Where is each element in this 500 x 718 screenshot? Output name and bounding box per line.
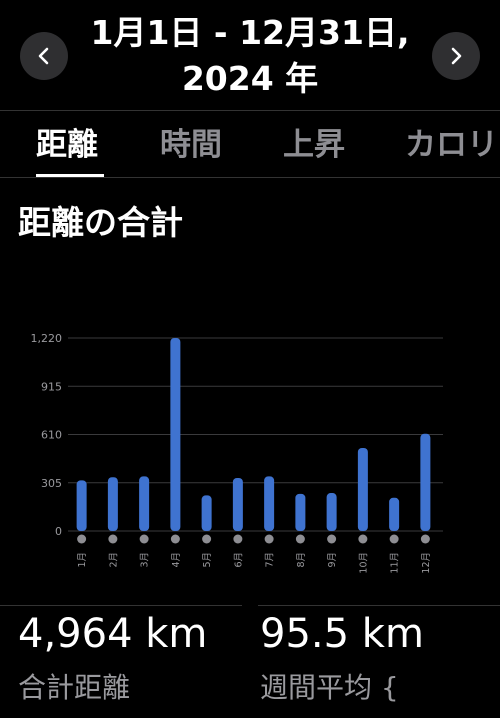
distance-bar-chart: 0 305 610 915 1,220 1月 2月 3月 4月 5月 6月 7月 8月 9月 10月 11月 1… [31, 332, 443, 574]
bar [201, 495, 212, 531]
weekly-average-stat: 95.5 km 週間平均 { [260, 606, 424, 708]
y-tick-label: 915 [41, 380, 62, 393]
x-tick-label: 7月 [265, 552, 276, 568]
bar [107, 477, 118, 531]
x-tick-label: 6月 [233, 552, 244, 568]
x-tick-label: 10月 [358, 552, 369, 574]
total-distance-value: 4,964 km [18, 611, 208, 657]
y-tick-label: 610 [41, 429, 62, 442]
x-tick-label: 5月 [202, 552, 213, 568]
bar [232, 478, 243, 531]
bar [295, 493, 306, 531]
header: 1月1日 - 12月31日, 2024 年 [0, 0, 500, 110]
y-tick-label: 305 [41, 477, 62, 490]
x-tick-label: 3月 [140, 552, 151, 568]
active-tab-indicator [36, 174, 104, 177]
month-marker [108, 534, 118, 544]
date-range-title: 1月1日 - 12月31日, 2024 年 [70, 10, 430, 102]
month-marker [170, 534, 180, 544]
x-tick-label: 1月 [77, 552, 88, 568]
date-range-line1: 1月1日 - 12月31日, [90, 13, 410, 52]
bar [139, 476, 150, 531]
bar [389, 497, 400, 531]
stat-divider-left [0, 605, 242, 606]
total-distance-label: 合計距離 [18, 671, 131, 704]
date-range-line2: 2024 年 [181, 59, 319, 98]
chevron-left-icon [38, 47, 49, 65]
tabs-divider [0, 177, 500, 178]
tab-distance[interactable]: 距離 [36, 127, 98, 163]
header-divider [0, 110, 500, 111]
metric-tabs: 距離 時間 上昇 カロリ [0, 111, 500, 177]
weekly-average-value: 95.5 km [260, 611, 424, 657]
month-marker [264, 534, 274, 544]
previous-period-button[interactable] [20, 32, 68, 80]
next-period-button[interactable] [432, 32, 480, 80]
x-tick-label: 4月 [171, 552, 182, 568]
section-title: 距離の合計 [18, 203, 183, 242]
month-marker [77, 534, 87, 544]
tab-time[interactable]: 時間 [160, 127, 222, 163]
month-marker [358, 534, 368, 544]
month-marker [202, 534, 212, 544]
month-marker [420, 534, 430, 544]
month-marker [295, 534, 305, 544]
tab-elevation[interactable]: 上昇 [283, 127, 345, 163]
x-tick-label: 11月 [390, 552, 401, 574]
bar [170, 338, 181, 531]
month-marker [233, 534, 243, 544]
chevron-right-icon [451, 47, 462, 65]
tab-calories[interactable]: カロリ [405, 127, 498, 163]
x-tick-label: 9月 [327, 552, 338, 568]
x-tick-label: 8月 [296, 552, 307, 568]
x-tick-label: 2月 [108, 552, 119, 568]
bar [76, 480, 87, 531]
total-distance-stat: 4,964 km 合計距離 [18, 606, 207, 708]
bar [420, 433, 431, 531]
y-tick-label: 0 [55, 525, 62, 538]
bar [326, 493, 337, 531]
bar [357, 447, 368, 531]
month-marker [389, 534, 399, 544]
x-tick-label: 12月 [421, 552, 432, 574]
month-marker [327, 534, 337, 544]
bar [264, 476, 275, 531]
stat-divider-right [258, 605, 500, 606]
weekly-average-label: 週間平均 { [260, 671, 399, 704]
month-marker [139, 534, 149, 544]
y-tick-label: 1,220 [31, 332, 63, 345]
